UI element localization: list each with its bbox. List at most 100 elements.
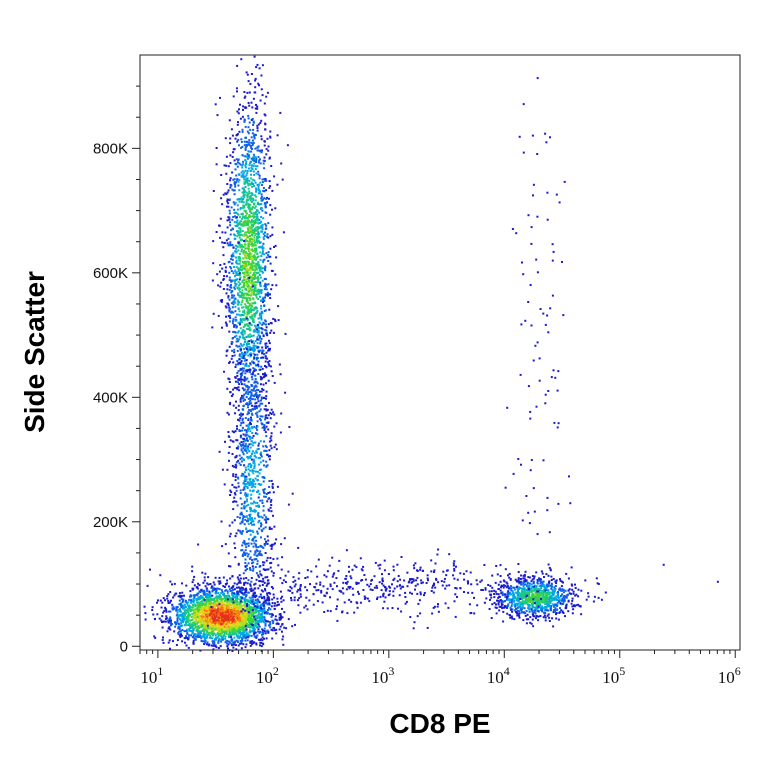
data-point xyxy=(243,249,245,252)
data-point xyxy=(238,389,241,392)
data-point xyxy=(246,370,249,373)
data-point xyxy=(168,639,171,642)
data-point xyxy=(248,192,251,195)
data-point xyxy=(239,291,242,294)
data-point xyxy=(260,299,262,302)
data-point xyxy=(268,486,271,488)
data-point xyxy=(243,309,246,312)
data-point xyxy=(263,538,266,541)
data-point xyxy=(243,96,246,99)
data-point xyxy=(235,613,238,616)
data-point xyxy=(249,583,252,586)
data-point xyxy=(226,284,229,287)
data-point xyxy=(198,605,201,608)
data-point xyxy=(254,485,257,488)
data-point xyxy=(195,626,198,628)
data-point xyxy=(182,598,185,601)
data-point xyxy=(215,591,217,594)
data-point xyxy=(238,618,241,621)
data-point xyxy=(262,238,265,241)
data-point xyxy=(260,138,263,141)
data-point xyxy=(212,629,215,632)
data-point xyxy=(201,600,203,603)
data-point xyxy=(233,607,236,610)
data-point xyxy=(242,175,245,178)
data-point xyxy=(254,107,257,110)
data-point xyxy=(259,340,262,343)
data-point xyxy=(220,626,223,629)
data-point xyxy=(271,189,274,192)
data-point xyxy=(255,262,258,265)
data-point xyxy=(258,274,261,276)
data-point xyxy=(221,625,224,628)
data-point xyxy=(262,383,265,386)
data-point xyxy=(233,465,236,468)
data-point xyxy=(238,222,240,225)
data-point xyxy=(219,645,222,648)
data-point xyxy=(260,135,263,138)
data-point xyxy=(241,621,244,624)
data-point xyxy=(212,607,215,610)
data-point xyxy=(180,595,183,598)
data-point xyxy=(249,128,252,131)
data-point xyxy=(224,606,227,609)
data-point xyxy=(238,179,241,182)
data-point xyxy=(244,182,246,185)
data-point xyxy=(263,543,266,546)
data-point xyxy=(250,376,253,378)
data-point xyxy=(229,233,232,236)
data-point xyxy=(231,258,234,261)
data-point xyxy=(234,244,237,247)
data-point xyxy=(257,298,260,300)
data-point xyxy=(281,607,283,610)
data-point xyxy=(231,355,234,357)
data-point xyxy=(247,154,250,156)
data-point xyxy=(232,361,235,364)
data-point xyxy=(259,550,262,553)
data-point xyxy=(195,629,198,632)
data-point xyxy=(283,611,286,614)
data-point xyxy=(224,321,227,324)
data-point xyxy=(203,607,206,609)
data-point xyxy=(233,612,236,615)
data-point xyxy=(252,215,255,217)
data-point xyxy=(228,631,231,634)
data-point xyxy=(258,67,261,70)
data-point xyxy=(240,456,243,459)
data-point xyxy=(151,609,154,611)
data-point xyxy=(235,627,238,630)
data-point xyxy=(243,631,245,634)
data-point xyxy=(246,555,249,558)
data-point xyxy=(202,628,205,631)
data-point xyxy=(192,636,195,639)
data-point xyxy=(196,607,199,610)
data-point xyxy=(238,244,241,247)
data-point xyxy=(236,110,239,113)
data-point xyxy=(252,510,254,513)
data-point xyxy=(210,623,213,626)
data-point xyxy=(206,634,209,636)
data-point xyxy=(237,301,240,304)
data-point xyxy=(245,443,248,446)
data-point xyxy=(253,133,256,136)
data-point xyxy=(185,606,188,609)
data-point xyxy=(181,582,183,585)
data-point xyxy=(236,360,239,362)
data-point xyxy=(229,162,232,165)
data-point xyxy=(251,589,253,592)
data-point xyxy=(263,197,266,200)
data-point xyxy=(226,640,229,643)
data-point xyxy=(206,606,208,609)
data-point xyxy=(241,638,244,641)
data-point xyxy=(209,625,212,628)
data-point xyxy=(209,595,212,598)
data-point xyxy=(242,261,245,264)
data-point xyxy=(254,599,257,602)
data-point xyxy=(199,635,202,637)
data-point xyxy=(254,398,257,401)
data-point xyxy=(243,209,246,212)
data-point xyxy=(235,334,238,337)
data-point xyxy=(236,222,239,225)
data-point xyxy=(256,501,259,504)
